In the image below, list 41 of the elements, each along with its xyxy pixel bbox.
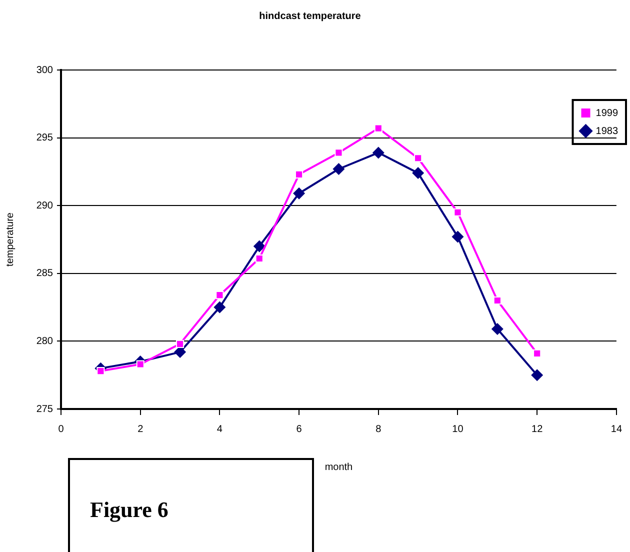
point [334,148,343,157]
y-tick-label: 275 [36,404,54,415]
caption: Figure 6 [68,458,314,552]
point [295,170,304,178]
x-axis-title: month [324,462,353,473]
point [332,162,345,175]
x-tick-label: 2 [138,424,144,435]
point [491,322,504,335]
x-tick-label: 6 [296,424,302,435]
point [374,124,382,132]
point [452,230,464,243]
chart-title: hindcast temperature [259,10,362,22]
y-tick-label: 285 [36,268,54,280]
x-tick-label: 14 [610,424,622,435]
point [255,254,264,263]
x-tick-label: 0 [58,424,64,435]
y-tick-label: 280 [36,336,54,347]
y-tick-label: 290 [36,200,54,212]
point [533,349,542,358]
legend-label: 1999 [596,108,618,119]
legend-label: 1983 [596,126,618,137]
point [216,291,224,300]
x-tick-label: 8 [376,424,382,435]
y-tick-label: 295 [36,132,54,144]
point [412,167,424,180]
x-tick-label: 4 [216,424,223,435]
point [414,154,422,162]
point [293,187,306,200]
point [136,360,144,368]
point [372,146,384,159]
x-tick-label: 10 [452,424,464,435]
point [176,340,184,348]
point [253,240,266,252]
y-tick-label: 300 [36,64,54,76]
point [454,208,462,216]
point [493,296,502,305]
point [96,366,105,376]
point [214,301,226,314]
x-tick-label: 12 [532,424,544,435]
point [531,369,544,382]
y-axis-title: temperature [4,212,16,266]
